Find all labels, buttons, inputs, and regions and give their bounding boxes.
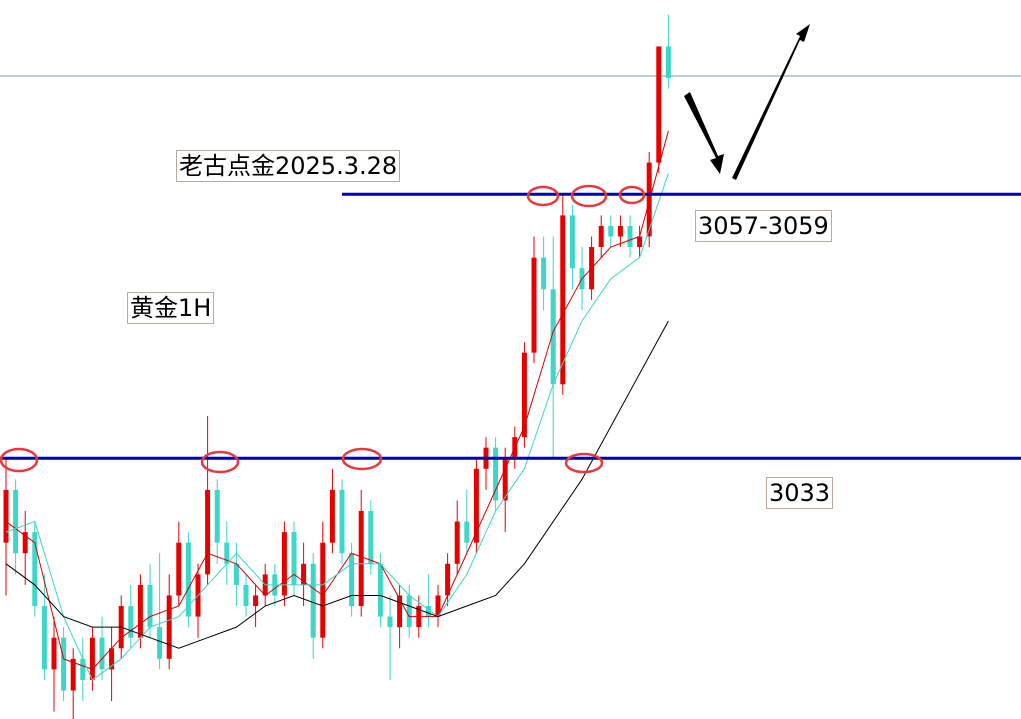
candle-body bbox=[185, 542, 191, 617]
candle-body bbox=[281, 532, 287, 596]
candle-body bbox=[99, 637, 105, 670]
candle-body bbox=[493, 447, 499, 501]
candle-body bbox=[637, 236, 643, 248]
moving-average bbox=[5, 320, 669, 649]
candle-body bbox=[80, 658, 86, 680]
candle-body bbox=[224, 542, 230, 564]
candle-body bbox=[205, 489, 211, 575]
candle-body bbox=[176, 542, 182, 596]
candle-body bbox=[339, 489, 345, 554]
candle-body bbox=[377, 563, 383, 617]
candle-body bbox=[61, 637, 67, 691]
candle-body bbox=[166, 595, 172, 659]
candle-body bbox=[243, 584, 249, 607]
candle-body bbox=[387, 616, 393, 628]
candle-body bbox=[32, 532, 38, 607]
candle-body bbox=[541, 257, 547, 290]
candle-body bbox=[147, 584, 153, 628]
candle-body bbox=[51, 637, 57, 670]
candle-body bbox=[406, 595, 412, 628]
candle-body bbox=[569, 215, 575, 269]
candle-body bbox=[22, 532, 28, 554]
candle-body bbox=[473, 468, 479, 543]
candle-body bbox=[521, 352, 527, 438]
candle-body bbox=[89, 637, 95, 680]
candle-body bbox=[627, 225, 633, 248]
candle-body bbox=[502, 458, 508, 501]
candle-body bbox=[349, 553, 355, 607]
candle-body bbox=[531, 257, 537, 353]
plot bbox=[0, 14, 1021, 719]
candle-body bbox=[656, 46, 662, 163]
candle-body bbox=[253, 595, 259, 607]
candle-body bbox=[214, 489, 220, 543]
candle-body bbox=[109, 648, 115, 670]
highlight-circles bbox=[0, 184, 646, 474]
candle-body bbox=[310, 563, 316, 638]
candle-body bbox=[157, 627, 163, 659]
moving-average bbox=[5, 172, 669, 681]
candle-body bbox=[301, 563, 307, 585]
candle-body bbox=[598, 225, 604, 248]
candle-body bbox=[70, 658, 76, 691]
candle-body bbox=[617, 225, 623, 237]
candle-body bbox=[435, 595, 441, 617]
candle-body bbox=[358, 511, 364, 607]
candle-body bbox=[425, 606, 431, 617]
candle-body bbox=[291, 532, 297, 585]
candle-body bbox=[3, 489, 9, 543]
candle-body bbox=[320, 542, 326, 638]
moving-average bbox=[5, 130, 669, 670]
candle-body bbox=[13, 489, 19, 554]
candle-body bbox=[560, 215, 566, 385]
candle-body bbox=[454, 521, 460, 564]
candle-body bbox=[665, 46, 671, 79]
forecast-arrows bbox=[684, 24, 810, 180]
level-label: 3033 bbox=[766, 477, 834, 509]
candle-body bbox=[41, 606, 47, 670]
level-label: 3057-3059 bbox=[695, 210, 832, 242]
candle-body bbox=[137, 584, 143, 638]
candle-body bbox=[329, 489, 335, 543]
candle-body bbox=[368, 511, 374, 564]
chart-title: 老古点金2025.3.28 bbox=[176, 150, 401, 182]
chart-subtitle: 黄金1H bbox=[127, 292, 215, 324]
candle-body bbox=[233, 563, 239, 585]
candle-body bbox=[464, 521, 470, 543]
candle-body bbox=[128, 606, 134, 638]
candle-body bbox=[550, 289, 556, 385]
candle-body bbox=[608, 225, 614, 237]
candle-body bbox=[445, 563, 451, 596]
candle-body bbox=[397, 595, 403, 628]
